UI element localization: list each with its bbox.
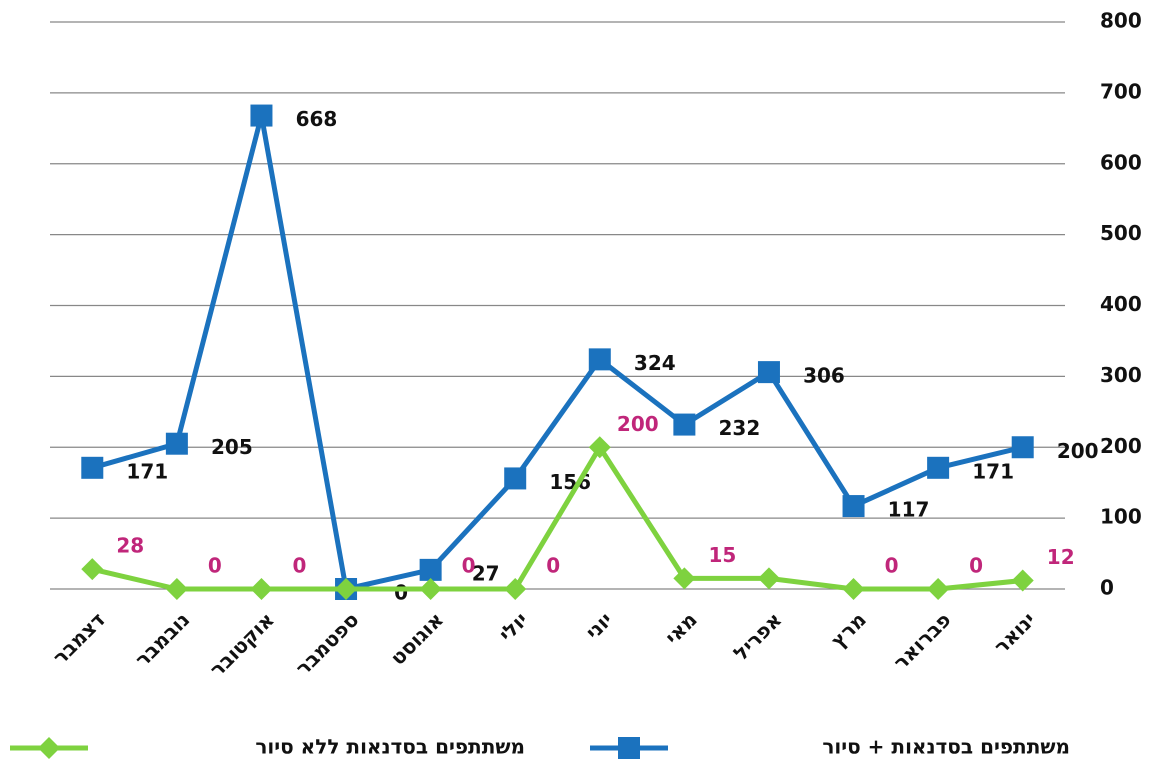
marker bbox=[81, 456, 104, 479]
legend-marker bbox=[38, 737, 60, 759]
marker bbox=[419, 558, 442, 581]
x-tick-label: נובמבר bbox=[130, 607, 194, 671]
y-tick-label: 700 bbox=[1100, 79, 1142, 103]
data-label: 232 bbox=[719, 416, 761, 440]
data-label: 28 bbox=[116, 534, 144, 558]
marker bbox=[842, 495, 865, 518]
marker bbox=[38, 737, 60, 759]
marker bbox=[842, 578, 865, 600]
data-label: 0 bbox=[546, 554, 560, 578]
marker bbox=[419, 578, 442, 600]
x-tick-label: מרץ bbox=[826, 607, 871, 652]
data-label: 171 bbox=[972, 459, 1014, 483]
legend-label: משתתפים בסדנאות + סיור bbox=[822, 735, 1070, 759]
y-tick-label: 600 bbox=[1100, 150, 1142, 174]
y-tick-label: 400 bbox=[1100, 292, 1142, 316]
x-tick-label: אפריל bbox=[729, 607, 787, 665]
x-tick-label: ינואר bbox=[989, 607, 1040, 658]
marker bbox=[165, 432, 188, 455]
data-label: 200 bbox=[617, 412, 659, 436]
marker bbox=[757, 361, 780, 384]
data-label: 0 bbox=[462, 554, 476, 578]
data-label: 668 bbox=[296, 107, 338, 131]
data-label: 205 bbox=[211, 435, 253, 459]
data-label: 0 bbox=[969, 554, 983, 578]
data-label: 324 bbox=[634, 351, 676, 375]
x-tick-label: דצמבר bbox=[48, 607, 110, 669]
data-label: 15 bbox=[708, 543, 736, 567]
legend-marker bbox=[618, 737, 640, 759]
marker bbox=[588, 436, 611, 459]
data-label: 117 bbox=[888, 498, 930, 522]
data-label: 0 bbox=[394, 581, 408, 605]
data-label: 306 bbox=[803, 364, 845, 388]
marker bbox=[250, 104, 273, 127]
y-tick-label: 100 bbox=[1100, 505, 1142, 529]
data-label: 0 bbox=[885, 554, 899, 578]
marker bbox=[335, 578, 358, 600]
marker bbox=[250, 578, 273, 600]
data-label: 0 bbox=[292, 554, 306, 578]
data-label: 12 bbox=[1047, 545, 1075, 569]
data-label: 0 bbox=[208, 554, 222, 578]
marker bbox=[588, 348, 611, 371]
line bbox=[91, 113, 1024, 592]
y-tick-label: 200 bbox=[1100, 434, 1142, 458]
x-tick-label: יולי bbox=[494, 607, 533, 646]
data-label: 27 bbox=[472, 561, 500, 585]
y-tick-label: 0 bbox=[1100, 576, 1114, 600]
marker bbox=[1011, 436, 1034, 459]
x-tick-label: ספטמבר bbox=[291, 607, 364, 680]
marker bbox=[673, 413, 696, 436]
marker bbox=[81, 558, 104, 581]
marker bbox=[757, 567, 780, 590]
legend-label: משתתפים בסדנאות ללא סיור bbox=[255, 735, 525, 759]
series: 28 0 0 0 0 200 15 0 0 12 bbox=[81, 412, 1075, 600]
marker bbox=[504, 467, 527, 490]
y-tick-label: 500 bbox=[1100, 221, 1142, 245]
marker bbox=[504, 578, 527, 600]
x-tick-label: אוגוסט bbox=[386, 607, 449, 670]
marker bbox=[165, 578, 188, 600]
marker bbox=[673, 567, 696, 590]
x-tick-label: מאי bbox=[660, 607, 702, 649]
marker bbox=[927, 456, 950, 479]
marker bbox=[618, 737, 640, 759]
line bbox=[91, 444, 1023, 592]
x-tick-label: יוני bbox=[581, 607, 618, 644]
x-tick-label: פברואר bbox=[888, 607, 955, 674]
data-label: 200 bbox=[1057, 439, 1099, 463]
x-tick-label: אוקטובר bbox=[205, 607, 279, 681]
marker bbox=[1011, 569, 1034, 592]
y-tick-label: 800 bbox=[1100, 9, 1142, 33]
y-tick-label: 300 bbox=[1100, 363, 1142, 387]
data-label: 171 bbox=[126, 459, 168, 483]
marker bbox=[927, 578, 950, 600]
